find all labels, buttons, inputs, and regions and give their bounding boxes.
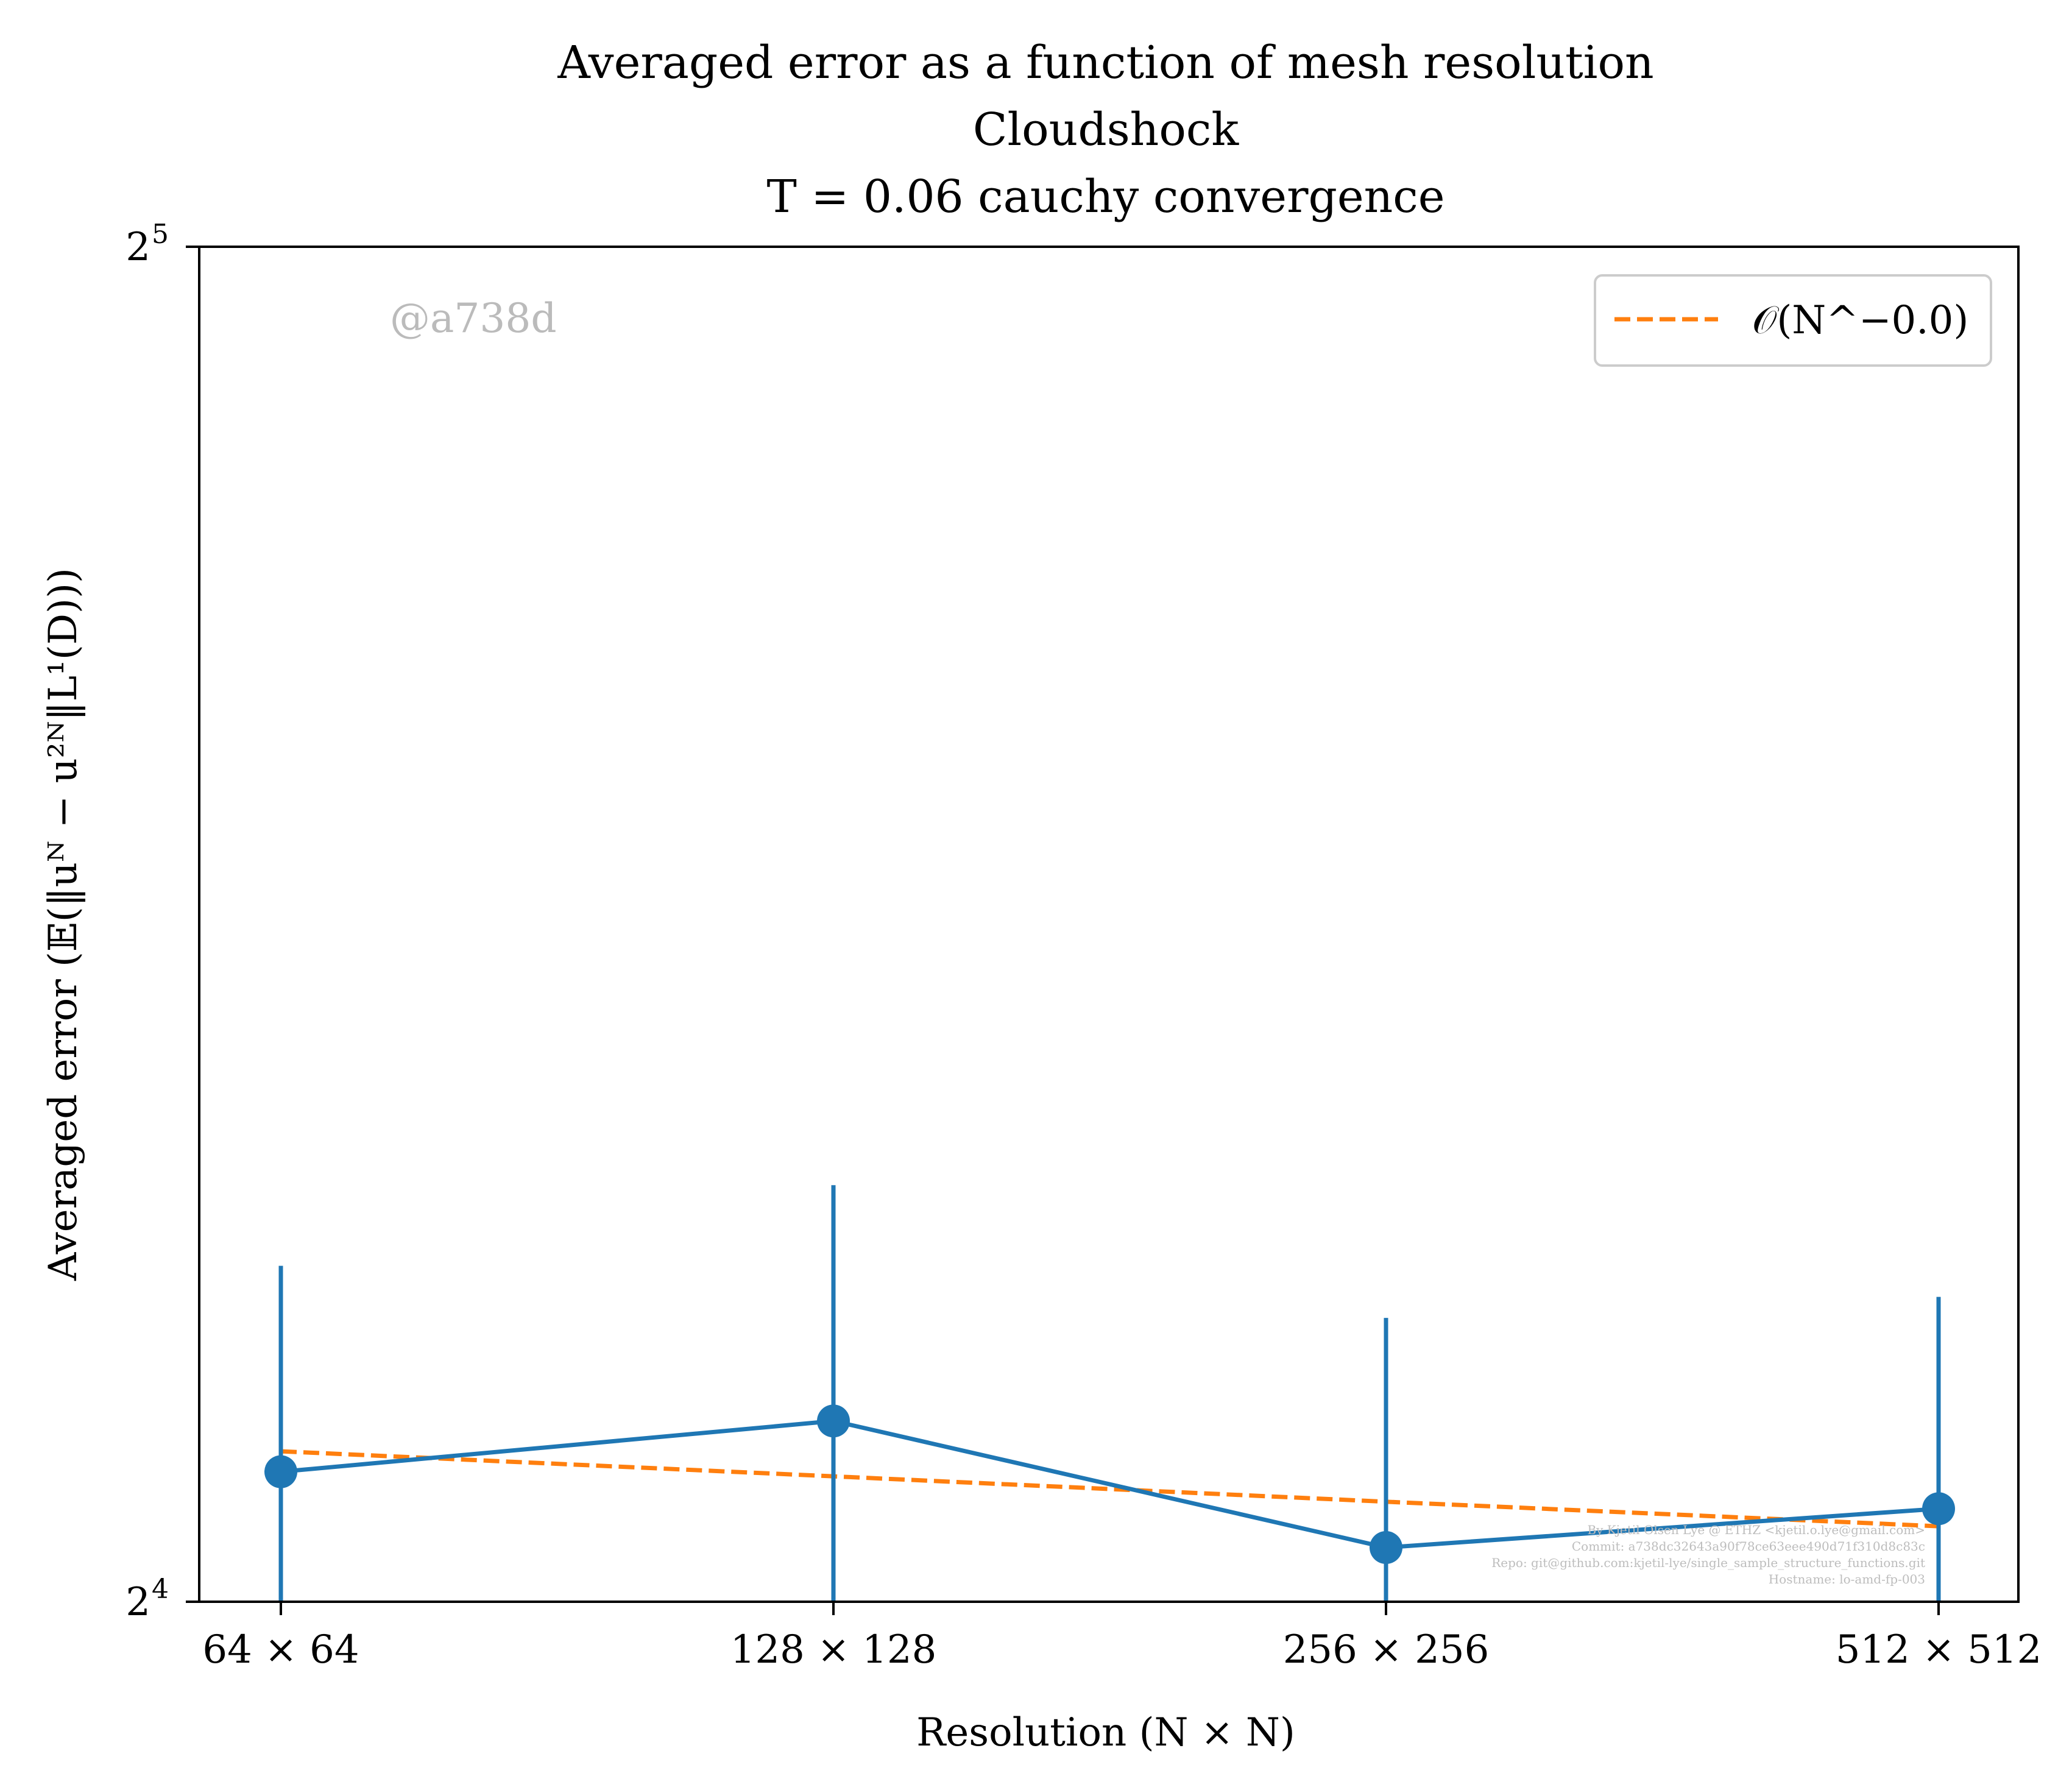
x-tick-label: 64 × 64 — [202, 1627, 359, 1672]
credit-repo: Repo: git@github.com:kjetil-lye/single_s… — [1491, 1555, 1925, 1570]
data-point — [817, 1404, 850, 1438]
data-point — [1922, 1492, 1955, 1526]
y-axis-label: Averaged error (𝔼(‖uᴺ − u²ᴺ‖L¹(D))) — [41, 568, 86, 1281]
title-line-2: Cloudshock — [973, 104, 1239, 156]
error-series-line — [280, 1418, 1939, 1550]
x-tick-label: 128 × 128 — [730, 1627, 937, 1672]
x-tick-label: 512 × 512 — [1836, 1627, 2042, 1672]
data-point — [1370, 1531, 1402, 1565]
legend: 𝒪(N^−0.0) — [1594, 274, 1992, 367]
y-tick-label: 2 — [126, 1580, 150, 1625]
data-point — [264, 1455, 297, 1488]
y-tick-exponent: 4 — [152, 1574, 169, 1605]
legend-fit-label: 𝒪(N^−0.0) — [1752, 298, 1968, 343]
x-axis-label: Resolution (N × N) — [916, 1710, 1295, 1755]
x-tick-label: 256 × 256 — [1283, 1627, 1490, 1672]
series-layer — [264, 1185, 1955, 1602]
credit-commit: Commit: a738dc32643a90f78ce63eee490d71f3… — [1572, 1539, 1925, 1554]
fit-line — [280, 1449, 1939, 1529]
y-axis-ticks: 2 42 5 — [126, 219, 199, 1625]
title-line-1: Averaged error as a function of mesh res… — [557, 37, 1653, 89]
x-axis-ticks: 64 × 64 128 × 128 256 × 256 512 × 512 — [202, 1602, 2042, 1672]
chart-title: Averaged error as a function of mesh res… — [557, 37, 1653, 223]
credit-author: By Kjetil Olsen Lye @ ETHZ <kjetil.o.lye… — [1587, 1523, 1925, 1537]
y-tick-exponent: 5 — [152, 219, 169, 250]
watermark-text: @a738d — [390, 295, 557, 342]
credits-block: By Kjetil Olsen Lye @ ETHZ <kjetil.o.lye… — [1491, 1523, 1925, 1587]
y-tick-label: 2 — [126, 225, 150, 270]
title-line-3: T = 0.06 cauchy convergence — [766, 171, 1444, 223]
plot-frame — [198, 246, 2020, 1603]
credit-hostname: Hostname: lo-amd-fp-003 — [1769, 1572, 1925, 1587]
legend-box — [1594, 274, 1992, 367]
